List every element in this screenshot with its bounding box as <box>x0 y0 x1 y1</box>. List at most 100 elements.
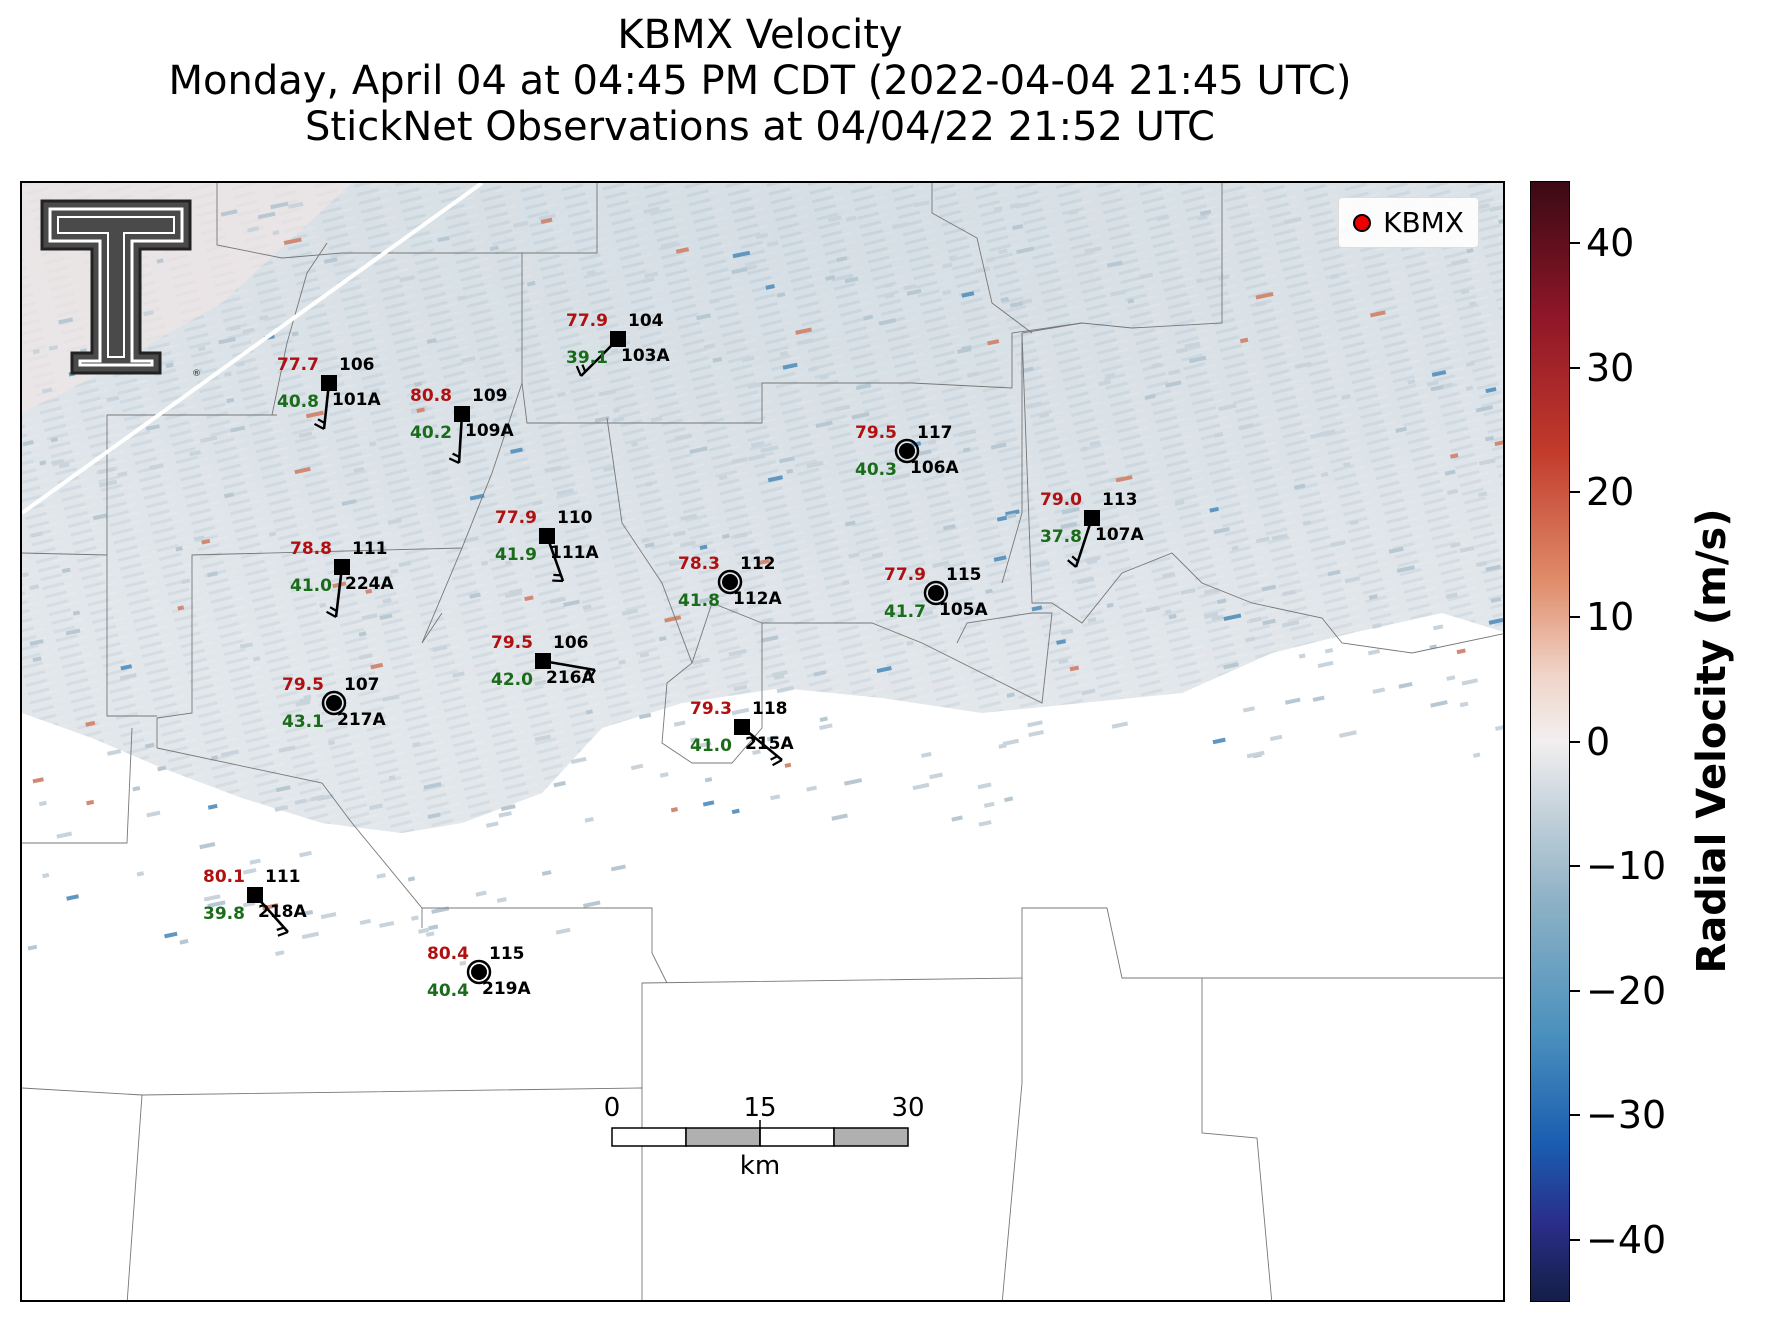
colorbar-tick-label: 20 <box>1586 470 1635 515</box>
wind-barb-flag <box>452 452 460 458</box>
station-id: 112A <box>733 589 782 609</box>
station-216A[interactable]: 79.5 106 42.0 216A <box>491 633 596 690</box>
wind-barb-flag <box>588 669 596 680</box>
scale-label-15: 15 <box>743 1093 776 1123</box>
station-marker-circle <box>722 574 738 590</box>
station-wind-direction: 109 <box>472 386 508 406</box>
station-id: 224A <box>345 574 394 594</box>
station-217A[interactable]: 79.5 107 43.1 217A <box>282 675 386 732</box>
station-marker-circle <box>471 964 487 980</box>
wind-barb-flag <box>772 759 783 767</box>
station-111A[interactable]: 77.9 110 41.9 111A <box>495 508 599 583</box>
scale-segment <box>759 1127 835 1147</box>
scale-segment <box>685 1127 761 1147</box>
colorbar-tick-label: −30 <box>1586 1093 1667 1138</box>
station-id: 106A <box>910 458 959 478</box>
station-wind-direction: 117 <box>917 423 953 443</box>
station-id: 218A <box>258 902 307 922</box>
wind-barb-flag <box>277 930 289 937</box>
station-id: 101A <box>332 390 381 410</box>
map-legend: KBMX <box>1338 197 1479 248</box>
station-temperature: 77.7 <box>277 355 319 375</box>
wind-barb-flag <box>326 610 337 618</box>
station-id: 215A <box>745 734 794 754</box>
station-temperature: 77.9 <box>566 311 608 331</box>
station-marker-circle <box>899 443 915 459</box>
station-dewpoint: 39.8 <box>203 904 245 924</box>
station-marker-circle <box>928 585 944 601</box>
station-marker-square <box>734 719 750 735</box>
station-marker-square <box>321 375 337 391</box>
svg-text:®: ® <box>192 369 201 379</box>
station-temperature: 77.9 <box>495 508 537 528</box>
station-id: 103A <box>621 346 670 366</box>
wind-barb-staff <box>334 566 344 618</box>
station-224A[interactable]: 78.8 111 41.0 224A <box>290 539 394 618</box>
station-wind-direction: 104 <box>628 311 664 331</box>
station-215A[interactable]: 79.3 118 41.0 215A <box>690 699 794 767</box>
station-temperature: 77.9 <box>884 565 926 585</box>
station-marker-circle <box>326 695 342 711</box>
title-radar: KBMX Velocity <box>617 12 903 58</box>
station-wind-direction: 107 <box>344 675 380 695</box>
station-temperature: 79.0 <box>1040 490 1082 510</box>
colorbar-tick-label: −40 <box>1586 1217 1667 1262</box>
station-218A[interactable]: 80.1 111 39.8 218A <box>203 867 307 937</box>
wind-barb-staff <box>457 413 464 464</box>
wind-barb-flag <box>1071 555 1079 563</box>
wind-barb-flag <box>313 422 325 430</box>
colorbar-tick-label: 0 <box>1586 719 1611 764</box>
station-id: 219A <box>482 979 531 999</box>
station-marker-square <box>334 559 350 575</box>
wind-barb-flag <box>770 755 778 761</box>
calm-wind-circle <box>717 569 743 595</box>
station-105A[interactable]: 77.9 115 41.7 105A <box>884 565 988 622</box>
station-marker-square <box>610 331 626 347</box>
scale-segment <box>611 1127 687 1147</box>
colorbar-tick-label: −20 <box>1586 968 1667 1013</box>
station-marker-square <box>1084 510 1100 526</box>
calm-wind-circle <box>466 959 492 985</box>
scale-label-30: 30 <box>891 1093 924 1123</box>
station-109A[interactable]: 80.8 109 40.2 109A <box>410 386 514 464</box>
colorbar <box>1530 181 1570 1302</box>
wind-barb-flag <box>584 668 591 676</box>
station-wind-direction: 106 <box>553 633 589 653</box>
station-dewpoint: 40.2 <box>410 423 452 443</box>
station-219A[interactable]: 80.4 115 40.4 219A <box>427 944 531 1001</box>
colorbar-tick-label: 10 <box>1586 594 1635 639</box>
station-dewpoint: 41.0 <box>690 736 732 756</box>
scale-unit: km <box>740 1151 780 1181</box>
velocity-field <box>22 183 1503 966</box>
sticknet-stations: 77.7 106 40.8 101A 80.8 109 40.2 109A 77.9 104 39.… <box>203 311 1144 1001</box>
station-dewpoint: 40.4 <box>427 981 469 1001</box>
station-dewpoint: 42.0 <box>491 670 533 690</box>
state-boundary-line <box>22 183 484 515</box>
station-id: 217A <box>337 710 386 730</box>
station-temperature: 80.4 <box>427 944 469 964</box>
wind-barb-flag <box>1067 559 1077 568</box>
wind-barb-flag <box>448 457 460 464</box>
station-temperature: 80.8 <box>410 386 452 406</box>
station-112A[interactable]: 78.3 112 41.8 112A <box>678 554 782 611</box>
scale-label-0: 0 <box>604 1093 621 1123</box>
station-101A[interactable]: 77.7 106 40.8 101A <box>277 355 381 430</box>
colorbar-gradient <box>1530 181 1570 1302</box>
wind-barb-flag <box>575 365 583 377</box>
map-panel[interactable]: ® 77.7 106 40.8 101A 80.8 109 40.2 109A 77.9 104 3… <box>20 181 1505 1302</box>
station-103A[interactable]: 77.9 104 39.1 103A <box>566 311 670 377</box>
station-106A[interactable]: 79.5 117 40.3 106A <box>855 423 959 480</box>
station-107A[interactable]: 79.0 113 37.8 107A <box>1040 490 1144 568</box>
colorbar-tick-label: −10 <box>1586 844 1667 889</box>
station-dewpoint: 43.1 <box>282 712 324 732</box>
station-wind-direction: 106 <box>339 355 375 375</box>
station-wind-direction: 115 <box>946 565 982 585</box>
station-marker-square <box>539 528 555 544</box>
station-dewpoint: 41.8 <box>678 591 720 611</box>
station-wind-direction: 111 <box>352 539 388 559</box>
station-dewpoint: 41.7 <box>884 602 926 622</box>
station-id: 107A <box>1095 525 1144 545</box>
calm-wind-circle <box>894 438 920 464</box>
station-dewpoint: 40.3 <box>855 460 897 480</box>
station-wind-direction: 118 <box>752 699 788 719</box>
